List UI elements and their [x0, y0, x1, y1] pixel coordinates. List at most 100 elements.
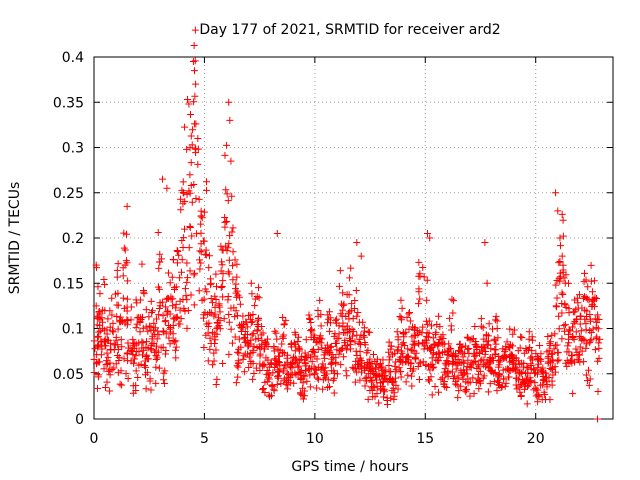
data-point — [582, 320, 590, 328]
data-point — [155, 331, 163, 339]
data-point — [495, 373, 503, 381]
data-point — [453, 381, 461, 389]
data-point — [104, 315, 112, 323]
data-point — [183, 145, 191, 153]
data-point — [547, 338, 555, 346]
data-point — [586, 337, 594, 345]
data-point — [526, 374, 534, 382]
data-point — [347, 264, 355, 272]
data-point — [494, 363, 502, 371]
data-point — [264, 335, 272, 343]
data-point — [108, 311, 116, 319]
data-point — [549, 371, 557, 379]
data-point — [192, 80, 200, 88]
data-point — [427, 345, 435, 353]
data-point — [428, 354, 436, 362]
data-point — [186, 189, 194, 197]
data-point — [462, 386, 470, 394]
data-point — [428, 322, 436, 330]
data-point — [580, 269, 588, 277]
data-point — [318, 344, 326, 352]
data-point — [454, 394, 462, 402]
data-point — [487, 356, 495, 364]
data-point — [196, 256, 204, 264]
data-point — [586, 310, 594, 318]
data-point — [101, 342, 109, 350]
data-point — [569, 390, 577, 398]
data-point — [396, 368, 404, 376]
data-point — [326, 383, 334, 391]
data-point — [181, 307, 189, 315]
data-point — [426, 234, 434, 242]
data-point — [231, 313, 239, 321]
data-point — [307, 318, 315, 326]
data-point — [371, 383, 379, 391]
data-point — [196, 265, 204, 273]
data-point — [313, 338, 321, 346]
data-point — [370, 351, 378, 359]
data-point — [129, 351, 137, 359]
data-point — [506, 325, 514, 333]
data-point — [423, 229, 431, 237]
data-point — [351, 338, 359, 346]
data-point — [412, 331, 420, 339]
data-point — [218, 246, 226, 254]
data-point — [591, 346, 599, 354]
data-point — [96, 290, 104, 298]
data-point — [552, 302, 560, 310]
data-points — [90, 26, 604, 423]
data-point — [389, 379, 397, 387]
data-point — [376, 360, 384, 368]
data-point — [203, 288, 211, 296]
data-point — [319, 385, 327, 393]
data-point — [582, 344, 590, 352]
data-point — [269, 369, 277, 377]
data-point — [225, 240, 233, 248]
data-point — [464, 345, 472, 353]
data-point — [457, 382, 465, 390]
data-point — [323, 370, 331, 378]
data-point — [425, 333, 433, 341]
data-point — [379, 356, 387, 364]
data-point — [234, 373, 242, 381]
data-point — [333, 339, 341, 347]
data-point — [169, 295, 177, 303]
data-point — [525, 328, 533, 336]
data-point — [249, 347, 257, 355]
data-point — [200, 344, 208, 352]
data-point — [326, 319, 334, 327]
data-point — [529, 336, 537, 344]
data-point — [555, 325, 563, 333]
data-point — [545, 358, 553, 366]
data-point — [545, 374, 553, 382]
data-point — [387, 342, 395, 350]
data-point — [512, 354, 520, 362]
data-point — [224, 197, 232, 205]
data-point — [419, 358, 427, 366]
data-point — [216, 308, 224, 316]
data-point — [566, 327, 574, 335]
data-point — [300, 356, 308, 364]
data-point — [338, 312, 346, 320]
data-point — [210, 312, 218, 320]
data-point — [153, 354, 161, 362]
data-point — [587, 336, 595, 344]
data-point — [556, 269, 564, 277]
data-point — [266, 393, 274, 401]
data-point — [110, 364, 118, 372]
data-point — [92, 302, 100, 310]
data-point — [407, 346, 415, 354]
data-point — [232, 379, 240, 387]
data-point — [182, 292, 190, 300]
data-point — [247, 319, 255, 327]
data-point — [210, 340, 218, 348]
data-point — [337, 361, 345, 369]
data-point — [361, 366, 369, 374]
data-point — [209, 361, 217, 369]
data-point — [197, 259, 205, 267]
data-point — [333, 335, 341, 343]
data-point — [517, 333, 525, 341]
data-point — [472, 378, 480, 386]
data-point — [415, 359, 423, 367]
data-point — [225, 311, 233, 319]
